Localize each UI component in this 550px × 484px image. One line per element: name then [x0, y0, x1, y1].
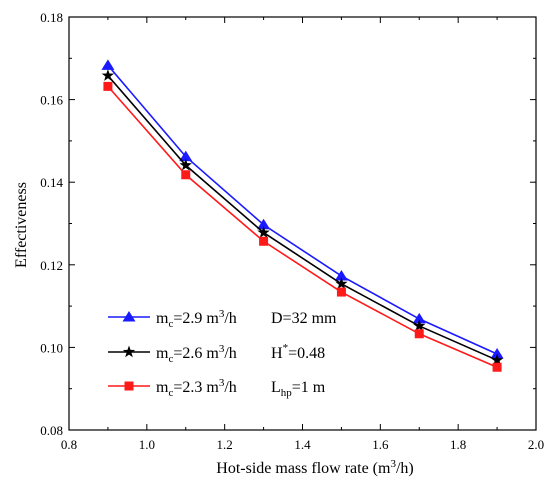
x-tick-label: 1.0	[139, 437, 155, 452]
data-point-triangle	[257, 218, 271, 230]
x-axis-title-main: Hot-side mass flow rate (m	[216, 460, 391, 477]
data-point-star	[490, 353, 504, 366]
legend-entry-2-3: mc=2.3 m3/h	[108, 377, 237, 399]
x-tick-label: 1.8	[450, 437, 466, 452]
y-tick-label: 0.14	[40, 175, 63, 190]
y-tick-label: 0.16	[40, 93, 63, 108]
data-point-triangle	[179, 150, 193, 162]
x-tick-label: 2.0	[528, 437, 544, 452]
x-tick-label: 1.4	[294, 437, 311, 452]
note-diameter: D=32 mm	[271, 310, 337, 327]
data-point-square	[181, 170, 191, 180]
x-axis-title-end: /h)	[396, 460, 414, 477]
y-axis-title: Effectiveness	[13, 182, 30, 268]
legend-entry-2-6: mc=2.6 m3/h	[108, 343, 237, 365]
y-tick-label: 0.10	[40, 340, 63, 355]
x-tick-label: 1.6	[372, 437, 389, 452]
data-point-triangle	[101, 59, 115, 70]
y-tick-label: 0.18	[40, 10, 63, 25]
note-h-star: H*=0.48	[271, 342, 325, 362]
legend-square-marker	[124, 381, 134, 391]
x-axis-title-sup: 3	[390, 458, 396, 470]
legend-entry-2-9: mc=2.9 m3/h	[108, 308, 237, 330]
data-point-square	[414, 329, 424, 339]
data-point-star	[101, 69, 115, 81]
legend-star-marker	[122, 345, 136, 358]
legend-triangle-marker	[122, 311, 136, 322]
data-point-square	[492, 362, 502, 372]
plot-area: 0.8 1.0 1.2 1.4 1.6 1.8 2.0 0.08 0.10 0.12 0.14 0.1…	[40, 10, 544, 452]
data-point-triangle	[334, 269, 348, 281]
data-point-star	[179, 158, 192, 171]
legend-label-2-3: mc=2.3 m3/h	[156, 377, 237, 399]
series-line-star	[107, 75, 498, 361]
data-point-triangle	[412, 312, 426, 324]
data-point-star	[257, 226, 270, 238]
data-point-square	[103, 81, 113, 91]
x-tick-label: 1.2	[217, 437, 233, 452]
series-line-square	[107, 85, 498, 368]
parameter-notes: D=32 mm H*=0.48 Lhp=1 m	[271, 310, 337, 399]
y-tick-label: 0.12	[40, 258, 63, 273]
data-point-square	[336, 287, 346, 297]
y-tick-label: 0.08	[40, 423, 63, 438]
data-point-square	[259, 236, 269, 246]
data-point-star	[335, 277, 348, 290]
x-axis-title: Hot-side mass flow rate (m3/h)	[216, 458, 413, 477]
axes-frame	[68, 16, 537, 431]
x-tick-label: 0.8	[61, 437, 77, 452]
series-line-triangle	[107, 64, 498, 355]
data-point-triangle	[490, 348, 504, 359]
data-point-star	[413, 319, 426, 332]
legend-label-2-9: mc=2.9 m3/h	[156, 308, 237, 330]
note-l-hp: Lhp=1 m	[271, 379, 326, 399]
legend: mc=2.9 m3/h mc=2.6 m3/h mc=2.3 m3/h	[108, 308, 237, 399]
legend-label-2-6: mc=2.6 m3/h	[156, 343, 237, 365]
